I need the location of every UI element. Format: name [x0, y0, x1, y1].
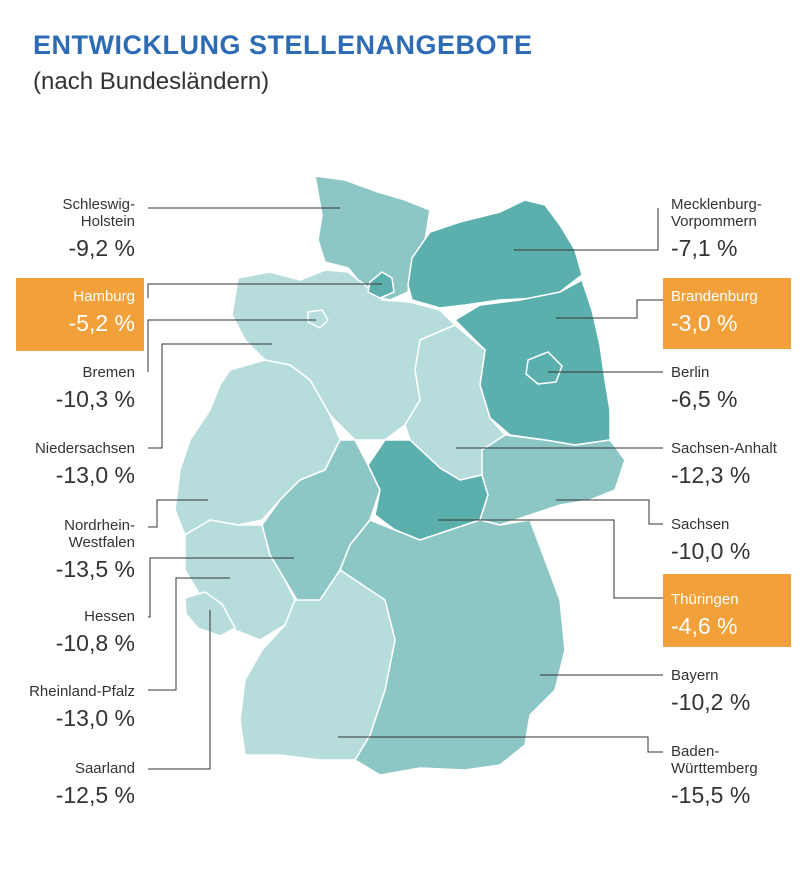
region-schleswig-holstein — [314, 175, 431, 301]
label-baden-wuerttemberg: Baden- Württemberg -15,5 % — [671, 743, 807, 809]
label-mecklenburg-vorpommern: Mecklenburg- Vorpommern -7,1 % — [671, 196, 807, 262]
state-name: Hessen — [84, 608, 135, 625]
label-thueringen: Thüringen -4,6 % — [671, 591, 807, 640]
leader-mecklenburg-vorpommern — [514, 208, 659, 251]
state-value: -10,8 % — [55, 630, 135, 656]
state-name: Schleswig- Holstein — [62, 196, 135, 230]
state-value: -12,3 % — [671, 462, 751, 488]
leader-rheinland-pfalz — [148, 577, 230, 691]
region-berlin — [525, 351, 563, 385]
leader-sachsen — [556, 499, 663, 525]
label-bremen: Bremen -10,3 % — [0, 364, 135, 413]
state-name: Niedersachsen — [34, 440, 135, 457]
leader-baden-wuerttemberg — [338, 736, 663, 753]
highlight-thueringen — [663, 574, 791, 647]
leader-niedersachsen — [148, 343, 272, 449]
state-value: -9,2 % — [68, 235, 135, 261]
leader-thueringen — [438, 519, 663, 599]
state-name: Thüringen — [671, 591, 739, 608]
label-schleswig-holstein: Schleswig- Holstein -9,2 % — [0, 196, 135, 262]
highlight-hamburg — [16, 278, 144, 351]
state-name: Berlin — [671, 364, 710, 381]
label-sachsen-anhalt: Sachsen-Anhalt -12,3 % — [671, 440, 807, 489]
state-name: Rheinland-Pfalz — [29, 683, 135, 700]
label-sachsen: Sachsen -10,0 % — [671, 516, 807, 565]
label-nordrhein-westfalen: Nordrhein- Westfalen -13,5 % — [0, 517, 135, 583]
label-saarland: Saarland -12,5 % — [0, 760, 135, 809]
label-hessen: Hessen -10,8 % — [0, 608, 135, 657]
label-hamburg: Hamburg -5,2 % — [0, 288, 135, 337]
label-berlin: Berlin -6,5 % — [671, 364, 807, 413]
label-niedersachsen: Niedersachsen -13,0 % — [0, 440, 135, 489]
label-brandenburg: Brandenburg -3,0 % — [671, 288, 807, 337]
leader-saarland — [148, 610, 211, 770]
state-value: -3,0 % — [671, 310, 738, 336]
region-mecklenburg-vorpommern — [407, 199, 583, 309]
state-value: -13,0 % — [55, 705, 135, 731]
state-value: -7,1 % — [671, 235, 738, 261]
state-name: Baden- Württemberg — [671, 743, 758, 777]
state-value: -10,2 % — [671, 689, 751, 715]
leader-bremen — [147, 319, 316, 372]
state-name: Brandenburg — [671, 288, 758, 305]
label-rheinland-pfalz: Rheinland-Pfalz -13,0 % — [0, 683, 135, 732]
highlight-brandenburg — [663, 278, 791, 349]
region-hamburg — [367, 271, 395, 299]
state-name: Saarland — [74, 760, 135, 777]
leader-hamburg — [147, 283, 382, 298]
state-name: Bremen — [82, 364, 135, 381]
page-subtitle: (nach Bundesländern) — [33, 68, 270, 95]
state-value: -10,0 % — [671, 538, 751, 564]
state-name: Mecklenburg- Vorpommern — [671, 196, 762, 230]
leader-hessen — [148, 557, 294, 618]
state-name: Nordrhein- Westfalen — [64, 517, 135, 551]
page-title: ENTWICKLUNG STELLENANGEBOTE — [33, 30, 533, 60]
state-value: -4,6 % — [671, 613, 738, 639]
state-value: -6,5 % — [671, 386, 738, 412]
state-value: -12,5 % — [55, 782, 135, 808]
state-value: -5,2 % — [68, 310, 135, 336]
state-value: -13,0 % — [55, 462, 135, 488]
state-name: Sachsen-Anhalt — [671, 440, 777, 457]
state-name: Bayern — [671, 667, 719, 684]
state-name: Hamburg — [73, 288, 135, 305]
state-name: Sachsen — [671, 516, 730, 533]
region-baden-wuerttemberg — [239, 569, 396, 761]
state-value: -15,5 % — [671, 782, 751, 808]
leader-brandenburg — [556, 299, 663, 319]
label-bayern: Bayern -10,2 % — [671, 667, 807, 716]
state-value: -13,5 % — [55, 556, 135, 582]
leader-nordrhein-westfalen — [148, 499, 208, 528]
region-nordrhein-westfalen — [174, 359, 341, 536]
state-value: -10,3 % — [55, 386, 135, 412]
